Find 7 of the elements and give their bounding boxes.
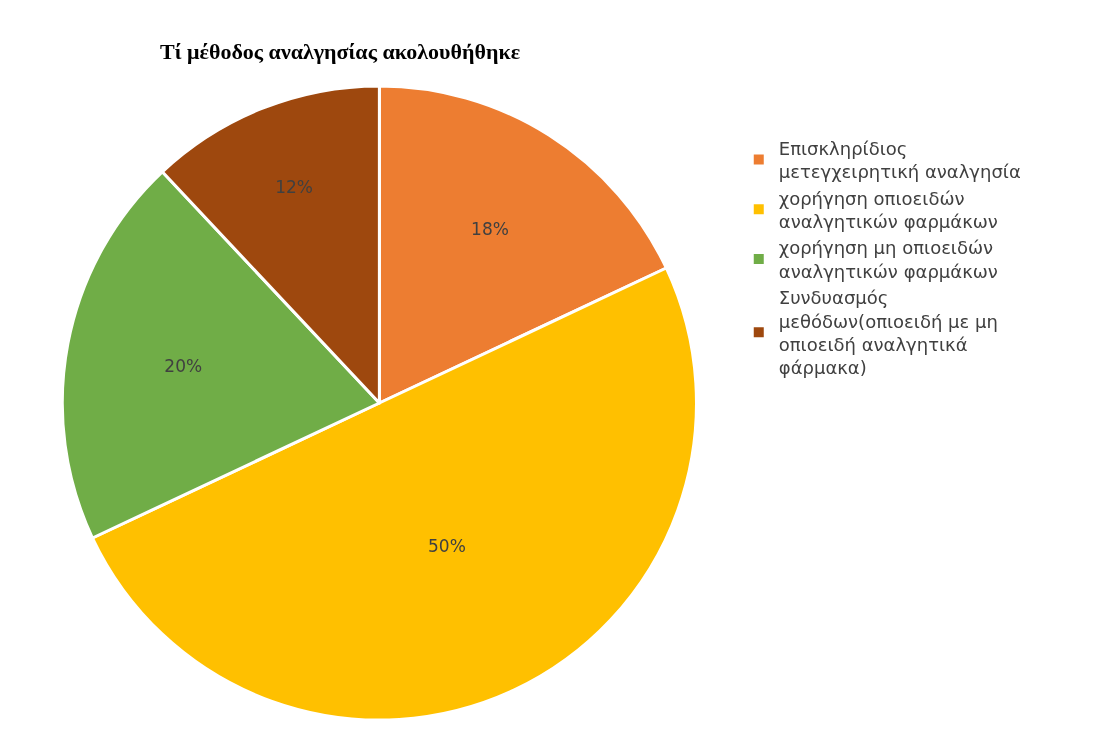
legend-label: χορήγηση μη οπιοειδών αναλγητικών φαρμάκων [778, 237, 998, 282]
chart-title: Τί μέθοδος αναλγησίας ακολουθήθηκε [160, 39, 521, 65]
data-label: 18% [471, 218, 509, 239]
data-label: 50% [427, 536, 466, 557]
data-label: 12% [275, 177, 313, 198]
legend-label: Συνδυασμός μεθόδων(οπιοειδή με μη οπιοειδή αναλγητικά φάρμακα) [778, 287, 998, 379]
data-label: 20% [164, 355, 203, 376]
